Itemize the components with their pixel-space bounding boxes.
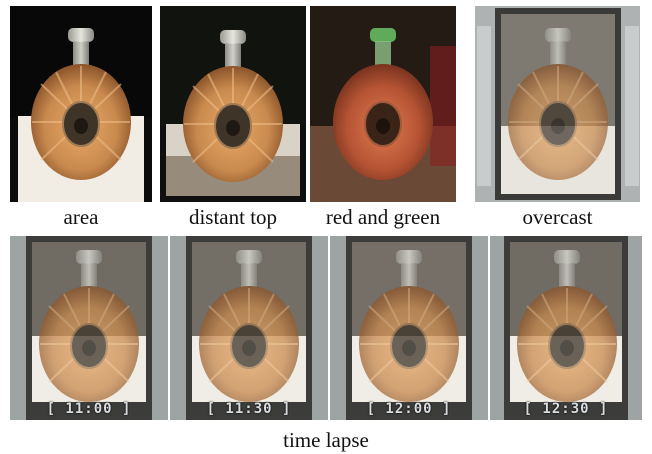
bottle-icon	[170, 236, 328, 420]
bottle-icon	[475, 6, 640, 202]
bottle-icon	[160, 6, 306, 196]
timestamp: [ 12:30 ]	[523, 401, 609, 417]
timelapse-frame-3: [ 12:00 ]	[330, 236, 488, 420]
bottle-icon	[330, 236, 488, 420]
photo-red-and-green	[310, 6, 456, 202]
timestamp: [ 11:00 ]	[46, 401, 132, 417]
caption-overcast: overcast	[522, 205, 593, 229]
photo-area	[10, 6, 152, 202]
timelapse-frame-4: [ 12:30 ]	[490, 236, 642, 420]
bottle-icon	[310, 6, 456, 202]
caption-area: area	[63, 205, 99, 229]
bottle-icon	[490, 236, 642, 420]
bottle-icon	[10, 6, 152, 202]
photo-distant-top	[160, 6, 306, 202]
caption-red-and-green: red and green	[325, 205, 441, 229]
bottle-icon	[10, 236, 168, 420]
timelapse-frame-1: [ 11:00 ]	[10, 236, 168, 420]
timestamp: [ 12:00 ]	[366, 401, 452, 417]
caption-distant-top: distant top	[188, 205, 278, 229]
photo-overcast	[475, 6, 640, 202]
timelapse-frame-2: [ 11:30 ]	[170, 236, 328, 420]
caption-time-lapse: time lapse	[283, 428, 369, 452]
timestamp: [ 11:30 ]	[206, 401, 292, 417]
